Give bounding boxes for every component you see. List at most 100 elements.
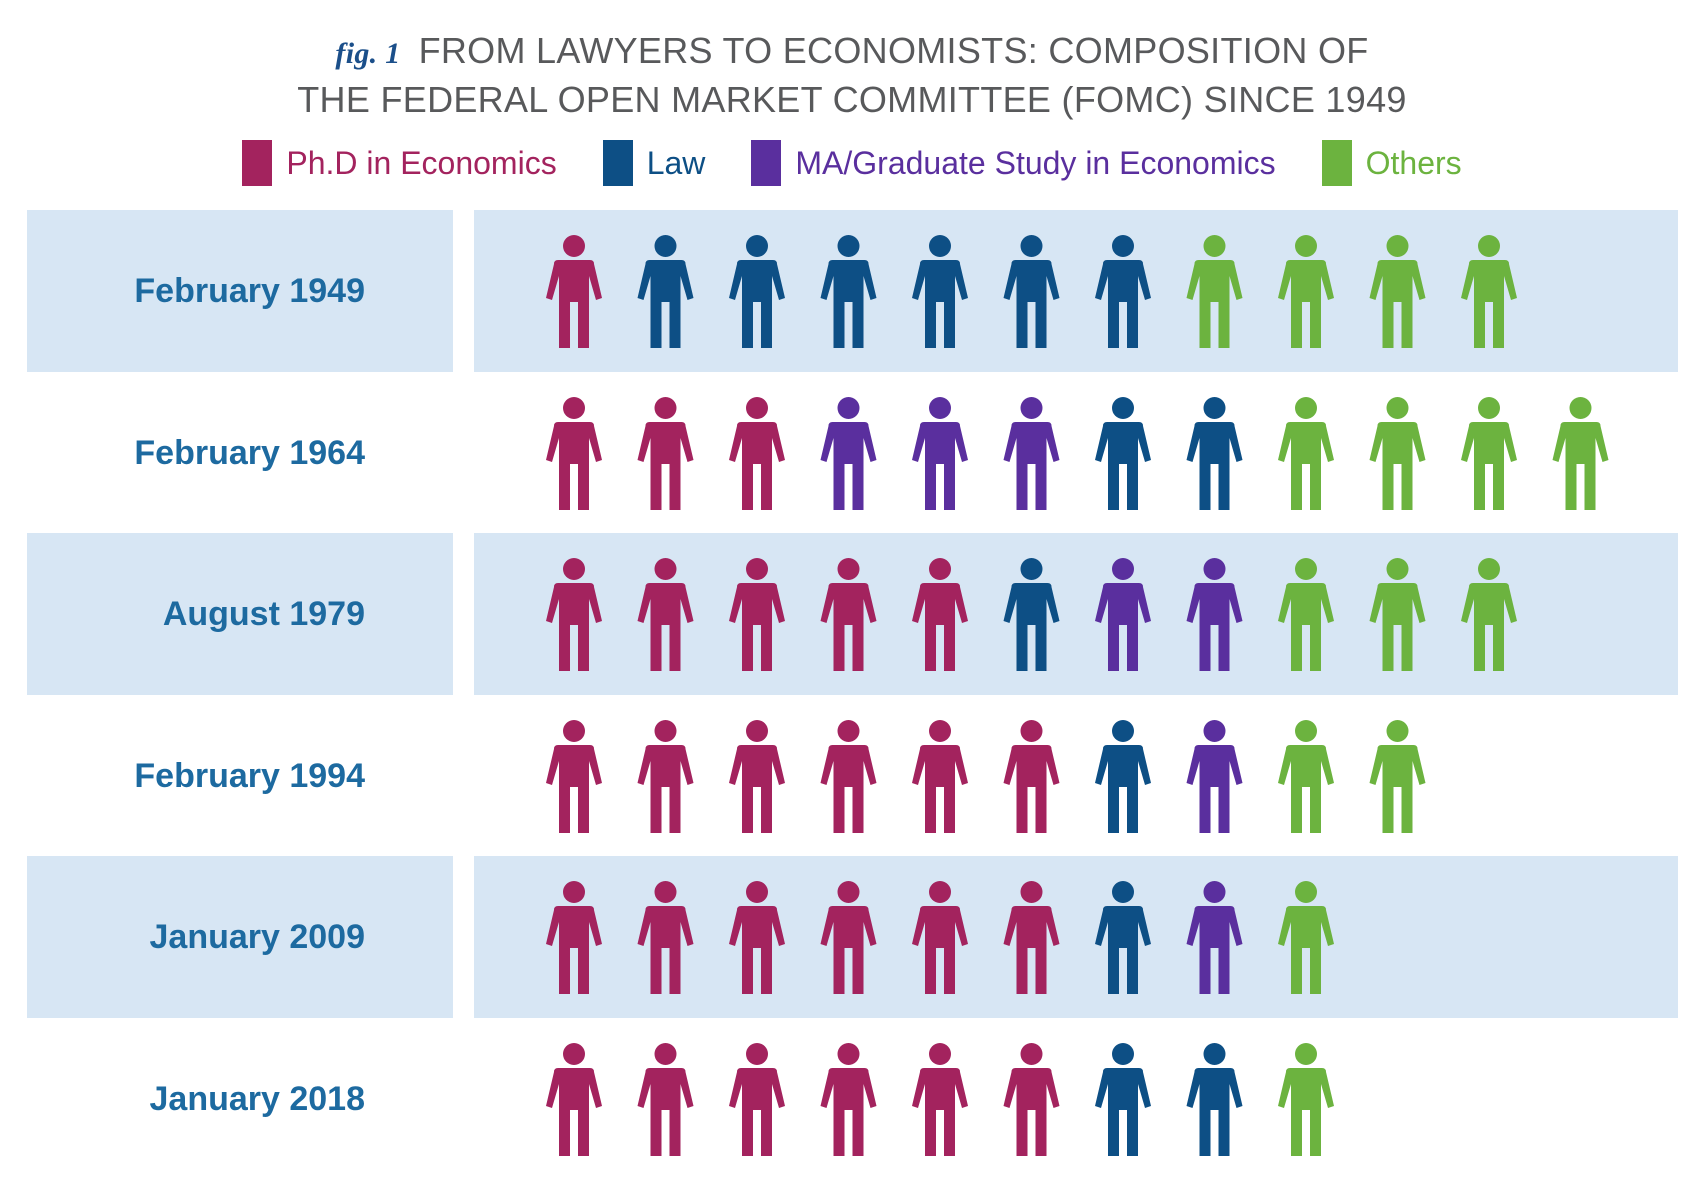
person-icon-ma	[912, 396, 968, 510]
person-icon-law	[1095, 881, 1151, 994]
person-icon-phd	[546, 235, 602, 348]
person-icon-phd	[637, 1042, 694, 1156]
person-icon-law	[820, 235, 877, 348]
row-label: February 1949	[134, 272, 365, 310]
person-icon-other	[1461, 558, 1517, 671]
row-person-icons	[546, 1042, 1334, 1156]
person-icon-other	[1461, 235, 1517, 348]
person-icon-phd	[637, 881, 694, 994]
row-january-2009: January 2009	[0, 856, 1704, 1018]
person-icon-other	[1278, 396, 1334, 510]
legend-item-other: Others	[1321, 140, 1462, 186]
row-february-1949: February 1949	[0, 210, 1704, 372]
person-icon-phd	[546, 1042, 602, 1156]
legend-item-ma: MA/Graduate Study in Economics	[751, 140, 1276, 186]
person-icon-phd	[637, 396, 694, 510]
person-icon-phd	[1003, 881, 1060, 994]
person-icon-phd	[729, 558, 785, 671]
person-icon-phd	[912, 881, 968, 994]
row-february-1964: February 1964	[0, 372, 1704, 534]
person-icon-phd	[912, 558, 968, 671]
person-icon-phd	[546, 881, 602, 994]
person-icon-phd	[912, 719, 968, 833]
legend-item-law: Law	[602, 140, 706, 186]
person-icon-ma	[1186, 558, 1243, 671]
person-icon-law	[1186, 396, 1243, 510]
legend-label-law: Law	[646, 144, 706, 181]
row-label: January 2009	[149, 918, 366, 956]
person-icon-other	[1278, 1042, 1334, 1156]
title-line-1: fig. 1 FROM LAWYERS TO ECONOMISTS: COMPOS…	[0, 28, 1704, 77]
person-icon-phd	[729, 396, 785, 510]
row-label-box: February 1964	[27, 372, 453, 534]
legend-swatch-other	[1321, 140, 1352, 186]
row-august-1979: August 1979	[0, 533, 1704, 695]
person-icon-ma	[1003, 396, 1060, 510]
figure-label: fig. 1	[335, 37, 401, 70]
person-icon-law	[1003, 235, 1060, 348]
legend-label-other: Others	[1365, 144, 1462, 181]
person-icon-law	[1003, 558, 1060, 671]
row-person-icons	[546, 881, 1334, 994]
person-icon-phd	[729, 1042, 785, 1156]
person-icon-law	[912, 235, 968, 348]
row-person-icons	[546, 235, 1517, 348]
person-icon-phd	[637, 719, 694, 833]
row-label: February 1994	[134, 756, 365, 795]
row-label-box: January 2009	[27, 856, 453, 1018]
legend-label-phd: Ph.D in Economics	[286, 144, 557, 181]
person-icon-phd	[729, 881, 785, 994]
person-icon-law	[1095, 396, 1151, 510]
row-label-box: January 2018	[27, 1018, 453, 1180]
row-label-box: February 1949	[27, 210, 453, 372]
person-icon-phd	[820, 1042, 877, 1156]
row-label-box: February 1994	[27, 695, 453, 857]
person-icon-other	[1278, 235, 1334, 348]
person-icon-ma	[820, 396, 877, 510]
row-label: August 1979	[162, 595, 365, 633]
person-icon-other	[1369, 558, 1426, 671]
person-icon-other	[1278, 719, 1334, 833]
person-icon-law	[637, 235, 694, 348]
person-icon-other	[1552, 396, 1609, 510]
person-icon-other	[1278, 558, 1334, 671]
person-icon-phd	[546, 558, 602, 671]
row-label-box: August 1979	[27, 533, 453, 695]
person-icon-law	[1095, 719, 1151, 833]
legend-label-ma: MA/Graduate Study in Economics	[795, 144, 1276, 181]
person-icon-phd	[546, 719, 602, 833]
row-person-icons	[546, 558, 1517, 671]
title-line-2: THE FEDERAL OPEN MARKET COMMITTEE (FOMC)…	[297, 79, 1407, 120]
row-january-2018: January 2018	[0, 1018, 1704, 1180]
person-icon-phd	[546, 396, 602, 510]
person-icon-phd	[820, 558, 877, 671]
person-icon-phd	[820, 881, 877, 994]
person-icon-ma	[1186, 719, 1243, 833]
row-person-icons	[546, 719, 1426, 833]
person-icon-law	[1186, 1042, 1243, 1156]
row-person-icons	[546, 396, 1609, 510]
person-icon-other	[1369, 719, 1426, 833]
person-icon-phd	[729, 719, 785, 833]
person-icon-law	[729, 235, 785, 348]
person-icon-phd	[912, 1042, 968, 1156]
person-icon-other	[1369, 396, 1426, 510]
person-icon-phd	[820, 719, 877, 833]
person-icon-law	[1095, 1042, 1151, 1156]
person-icon-ma	[1186, 881, 1243, 994]
title-text-1: FROM LAWYERS TO ECONOMISTS: COMPOSITION …	[418, 30, 1369, 71]
person-icon-phd	[637, 558, 694, 671]
legend: Ph.D in Economics Law MA/Graduate Study in…	[0, 140, 1704, 186]
person-icon-other	[1369, 235, 1426, 348]
person-icon-law	[1095, 235, 1151, 348]
legend-swatch-ma	[751, 140, 782, 186]
chart-title: fig. 1 FROM LAWYERS TO ECONOMISTS: COMPOS…	[0, 28, 1704, 123]
row-label: January 2018	[149, 1079, 366, 1118]
row-february-1994: February 1994	[0, 695, 1704, 857]
person-icon-other	[1278, 881, 1334, 994]
legend-item-phd: Ph.D in Economics	[242, 140, 557, 186]
row-label: February 1964	[134, 433, 365, 472]
person-icon-other	[1186, 235, 1243, 348]
legend-swatch-law	[602, 140, 633, 186]
person-icon-phd	[1003, 719, 1060, 833]
